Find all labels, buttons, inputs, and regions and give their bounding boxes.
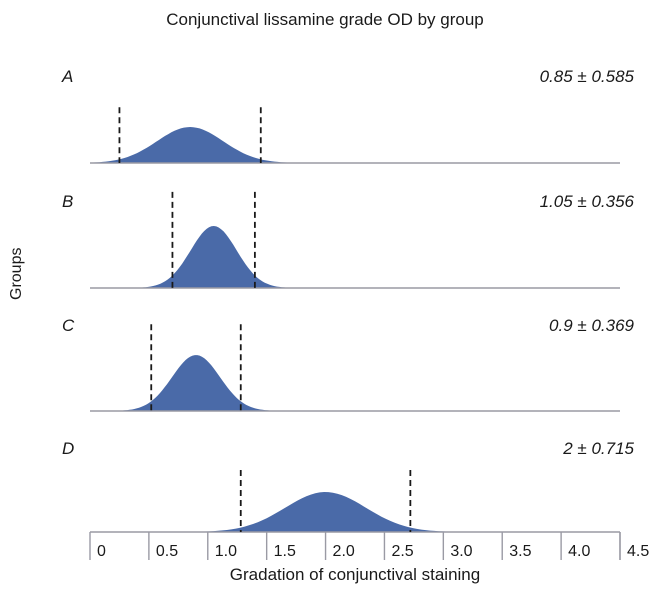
group-b-stat: 1.05 ± 0.356 [540, 192, 635, 211]
chart-title: Conjunctival lissamine grade OD by group [166, 10, 484, 29]
x-tick-label: 2.5 [391, 543, 413, 560]
x-tick-label: 3.0 [450, 543, 472, 560]
x-axis-label: Gradation of conjunctival staining [229, 565, 481, 584]
group-a-stat: 0.85 ± 0.585 [540, 67, 635, 86]
group-c-stat: 0.9 ± 0.369 [549, 316, 634, 335]
x-tick-label: 1.0 [215, 543, 237, 560]
group-b-label: B [62, 192, 73, 211]
density-area-c [90, 355, 370, 411]
group-c-label: C [62, 316, 75, 335]
x-tick-label: 2.0 [333, 543, 355, 560]
x-tick-label: 0 [97, 543, 106, 560]
x-tick-label: 0.5 [156, 543, 178, 560]
density-area-a [90, 127, 466, 163]
group-d-label: D [62, 439, 74, 458]
x-tick-label: 1.5 [274, 543, 296, 560]
x-tick-label: 4.5 [627, 543, 649, 560]
density-area-d [90, 492, 620, 532]
x-tick-label: 4.0 [568, 543, 590, 560]
x-tick-label: 3.5 [509, 543, 531, 560]
group-a-label: A [61, 67, 73, 86]
group-d-stat: 2 ± 0.715 [562, 439, 634, 458]
density-area-b [90, 226, 382, 288]
